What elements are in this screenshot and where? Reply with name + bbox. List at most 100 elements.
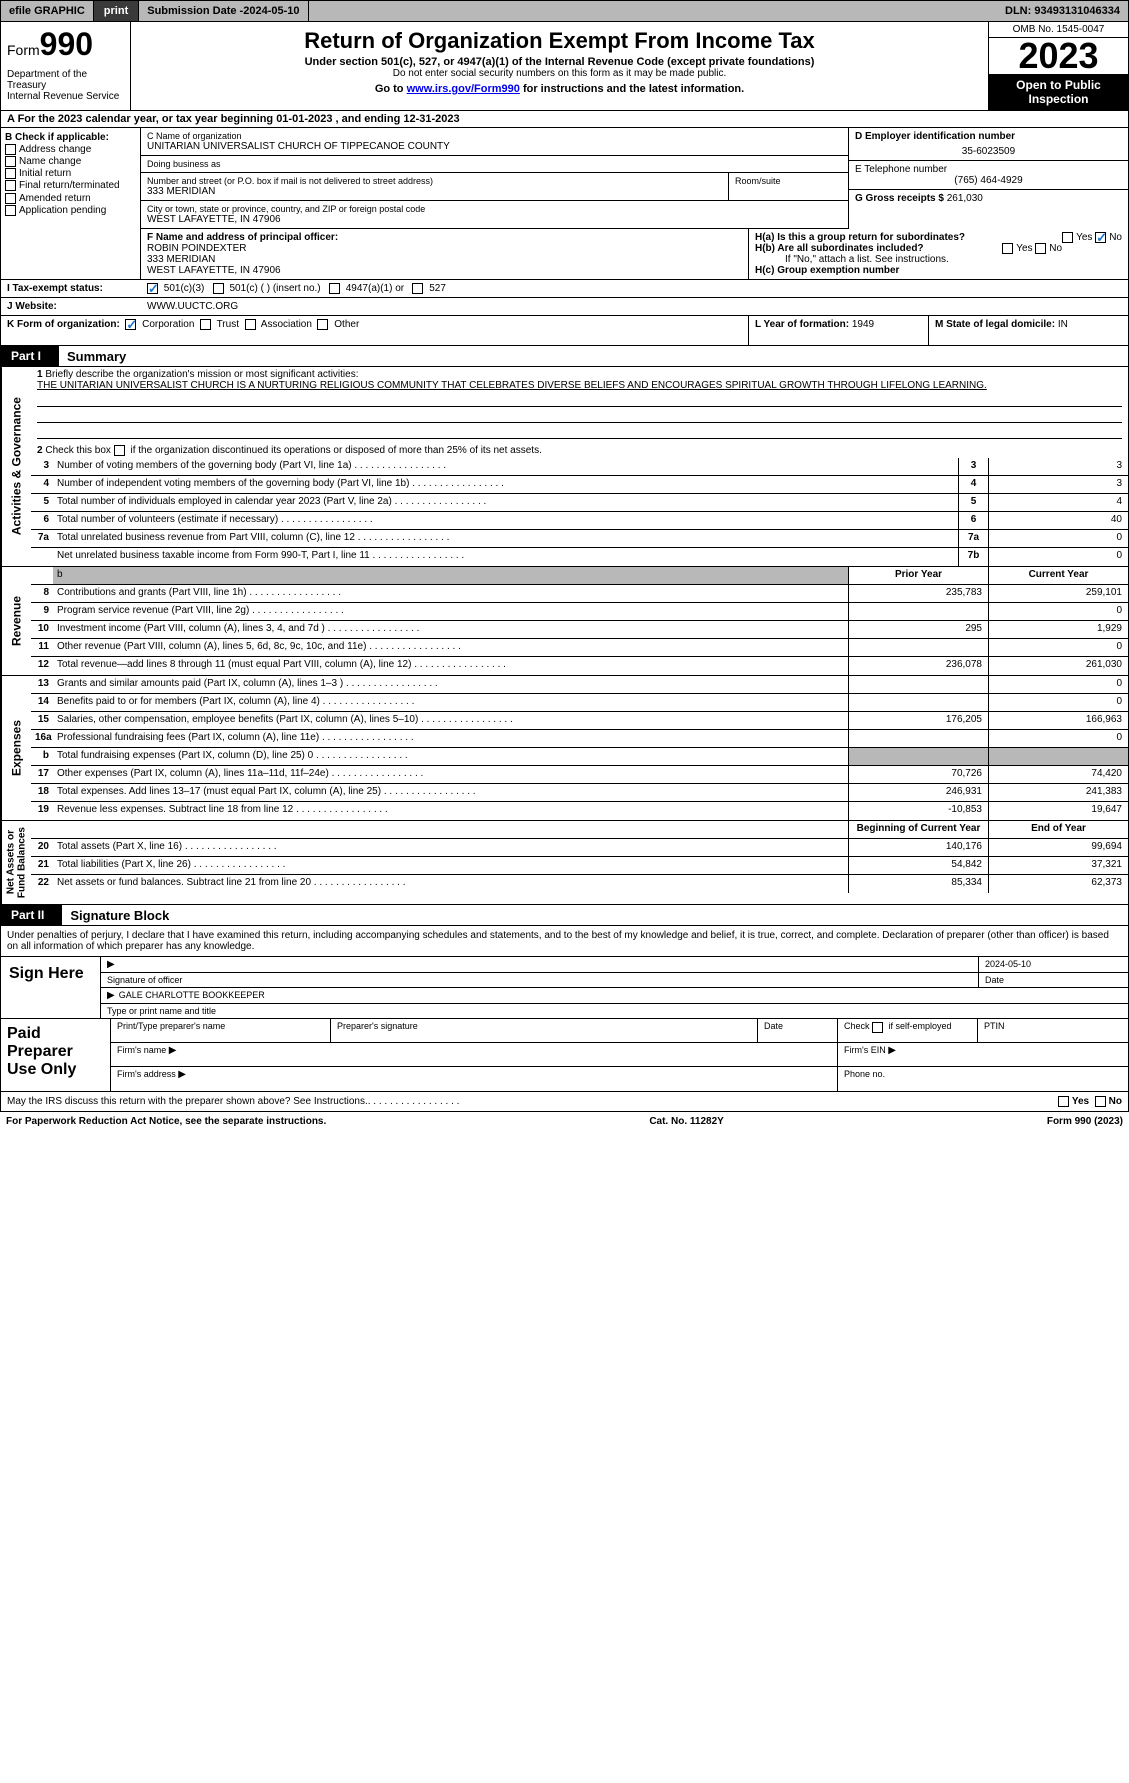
part-1-header: Part I Summary xyxy=(0,346,1129,367)
summary-row: 18Total expenses. Add lines 13–17 (must … xyxy=(31,784,1128,802)
ha-no-checkbox[interactable] xyxy=(1095,232,1106,243)
open-inspection: Open to Public Inspection xyxy=(989,74,1128,110)
boxb-option[interactable]: Name change xyxy=(5,156,136,167)
summary-row: 21Total liabilities (Part X, line 26)54,… xyxy=(31,857,1128,875)
officer-label: F Name and address of principal officer: xyxy=(147,232,742,243)
tax-status-row: I Tax-exempt status: 501(c)(3) 501(c) ( … xyxy=(0,280,1129,298)
discuss-no-checkbox[interactable] xyxy=(1095,1096,1106,1107)
ein-label: D Employer identification number xyxy=(855,131,1122,142)
sign-here-block: Sign Here 2024-05-10 Signature of office… xyxy=(0,957,1129,1019)
prior-year-hdr: Prior Year xyxy=(848,567,988,584)
corp-checkbox[interactable] xyxy=(125,319,136,330)
part-1-title: Summary xyxy=(59,349,126,364)
summary-row: Net unrelated business taxable income fr… xyxy=(31,548,1128,566)
501c-checkbox[interactable] xyxy=(213,283,224,294)
form-subtitle-2: Do not enter social security numbers on … xyxy=(135,68,984,79)
officer-group-row: F Name and address of principal officer:… xyxy=(0,229,1129,280)
dba-label: Doing business as xyxy=(147,159,842,169)
summary-row: 15Salaries, other compensation, employee… xyxy=(31,712,1128,730)
summary-row: 16aProfessional fundraising fees (Part I… xyxy=(31,730,1128,748)
phone-value: (765) 464-4929 xyxy=(855,175,1122,186)
klm-row: K Form of organization: Corporation Trus… xyxy=(0,316,1129,346)
print-button[interactable]: print xyxy=(94,1,139,21)
boxb-option[interactable]: Address change xyxy=(5,144,136,155)
submission-date: Submission Date - 2024-05-10 xyxy=(139,1,308,21)
goto-link[interactable]: www.irs.gov/Form990 xyxy=(407,83,520,95)
city-label: City or town, state or province, country… xyxy=(147,204,842,214)
self-emp-checkbox[interactable] xyxy=(872,1022,883,1033)
boxb-option[interactable]: Final return/terminated xyxy=(5,180,136,191)
summary-row: 11Other revenue (Part VIII, column (A), … xyxy=(31,639,1128,657)
hb-yes-checkbox[interactable] xyxy=(1002,243,1013,254)
summary-row: 9Program service revenue (Part VIII, lin… xyxy=(31,603,1128,621)
ptin-hdr: PTIN xyxy=(978,1019,1128,1042)
4947-checkbox[interactable] xyxy=(329,283,340,294)
prep-sig-hdr: Preparer's signature xyxy=(331,1019,758,1042)
summary-row: 12Total revenue—add lines 8 through 11 (… xyxy=(31,657,1128,675)
other-checkbox[interactable] xyxy=(317,319,328,330)
ha-label: H(a) Is this a group return for subordin… xyxy=(755,232,965,243)
hb-label: H(b) Are all subordinates included? xyxy=(755,243,924,254)
summary-row: 6Total number of volunteers (estimate if… xyxy=(31,512,1128,530)
revenue-section: Revenue b Prior Year Current Year 8Contr… xyxy=(0,567,1129,676)
subdate-label: Submission Date - xyxy=(147,5,243,17)
form-title: Return of Organization Exempt From Incom… xyxy=(135,28,984,54)
year-block: OMB No. 1545-0047 2023 Open to Public In… xyxy=(988,22,1128,110)
dept-label: Department of the Treasury Internal Reve… xyxy=(7,69,124,102)
hc-label: H(c) Group exemption number xyxy=(755,265,899,276)
street-label: Number and street (or P.O. box if mail i… xyxy=(147,176,722,186)
trust-checkbox[interactable] xyxy=(200,319,211,330)
form-prefix: Form xyxy=(7,42,40,58)
discuss-yes-checkbox[interactable] xyxy=(1058,1096,1069,1107)
line2-checkbox[interactable] xyxy=(114,445,125,456)
discuss-text: May the IRS discuss this return with the… xyxy=(7,1096,368,1107)
prep-name-hdr: Print/Type preparer's name xyxy=(111,1019,331,1042)
activities-governance: Activities & Governance 1 Briefly descri… xyxy=(0,367,1129,567)
sig-name: GALE CHARLOTTE BOOKKEEPER xyxy=(101,988,1128,1003)
sig-date: 2024-05-10 xyxy=(978,957,1128,972)
part-2-header: Part II Signature Block xyxy=(0,905,1129,926)
no-label: No xyxy=(1109,232,1122,243)
current-year-hdr: Current Year xyxy=(988,567,1128,584)
year-formed-label: L Year of formation: xyxy=(755,319,852,330)
net-assets-section: Net Assets or Fund Balances Beginning of… xyxy=(0,821,1129,905)
hb-no-checkbox[interactable] xyxy=(1035,243,1046,254)
form-number: 990 xyxy=(40,26,93,62)
line-a: A For the 2023 calendar year, or tax yea… xyxy=(0,111,1129,128)
firm-name: Firm's name xyxy=(111,1043,838,1066)
box-d-e-g: D Employer identification number 35-6023… xyxy=(848,128,1128,229)
footer-right: Form 990 (2023) xyxy=(1047,1116,1123,1127)
assoc-checkbox[interactable] xyxy=(245,319,256,330)
501c3-checkbox[interactable] xyxy=(147,283,158,294)
goto-suffix: for instructions and the latest informat… xyxy=(520,83,744,95)
org-name: UNITARIAN UNIVERSALIST CHURCH OF TIPPECA… xyxy=(147,141,842,152)
website-row: J Website: WWW.UUCTC.ORG xyxy=(0,298,1129,316)
summary-row: 10Investment income (Part VIII, column (… xyxy=(31,621,1128,639)
part-1-tag: Part I xyxy=(1,346,59,366)
vtab-activities: Activities & Governance xyxy=(1,367,31,566)
summary-row: 14Benefits paid to or for members (Part … xyxy=(31,694,1128,712)
tax-year: 2023 xyxy=(989,38,1128,74)
summary-row: 8Contributions and grants (Part VIII, li… xyxy=(31,585,1128,603)
gross-label: G Gross receipts $ xyxy=(855,193,947,204)
boxb-option[interactable]: Application pending xyxy=(5,205,136,216)
form-subtitle-1: Under section 501(c), 527, or 4947(a)(1)… xyxy=(135,56,984,68)
footer-mid: Cat. No. 11282Y xyxy=(649,1116,723,1127)
dln-value: 93493131046334 xyxy=(1034,5,1120,17)
ha-yes-checkbox[interactable] xyxy=(1062,232,1073,243)
city-value: WEST LAFAYETTE, IN 47906 xyxy=(147,214,842,225)
signature-intro: Under penalties of perjury, I declare th… xyxy=(0,926,1129,957)
boxb-option[interactable]: Initial return xyxy=(5,168,136,179)
paid-preparer-label: Paid Preparer Use Only xyxy=(1,1019,111,1091)
boxb-option[interactable]: Amended return xyxy=(5,193,136,204)
org-name-label: C Name of organization xyxy=(147,131,842,141)
mission-text: THE UNITARIAN UNIVERSALIST CHURCH IS A N… xyxy=(37,380,987,391)
527-checkbox[interactable] xyxy=(412,283,423,294)
footer-left: For Paperwork Reduction Act Notice, see … xyxy=(6,1116,326,1127)
officer-name: ROBIN POINDEXTER xyxy=(147,243,742,254)
summary-row: bTotal fundraising expenses (Part IX, co… xyxy=(31,748,1128,766)
page-footer: For Paperwork Reduction Act Notice, see … xyxy=(0,1112,1129,1131)
top-toolbar: efile GRAPHIC print Submission Date - 20… xyxy=(0,0,1129,22)
form-title-block: Return of Organization Exempt From Incom… xyxy=(131,22,988,110)
summary-row: 4Number of independent voting members of… xyxy=(31,476,1128,494)
